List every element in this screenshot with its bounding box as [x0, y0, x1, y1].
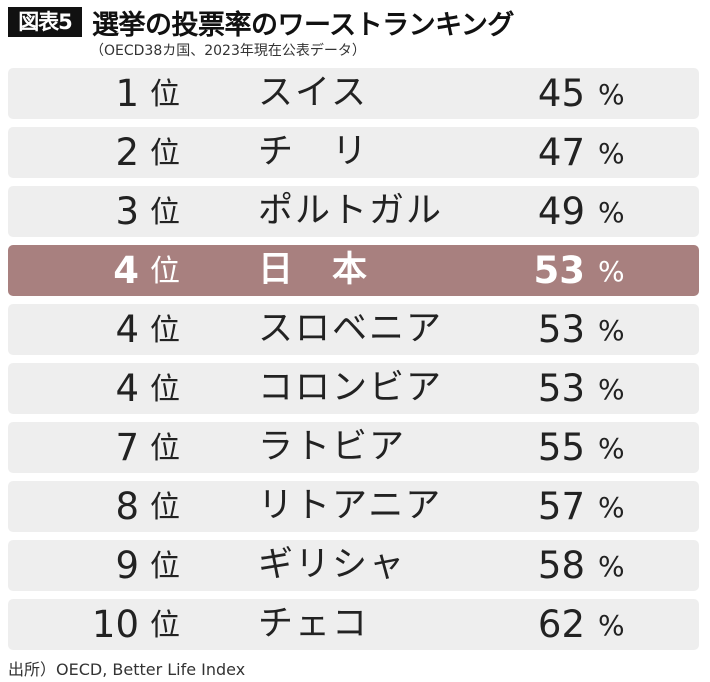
percent-unit: % — [598, 196, 625, 229]
country-name: ポルトガル — [258, 191, 444, 231]
table-row: 3 位 ポルトガル 49% — [8, 186, 699, 237]
table-row: 4 位 コロンビア 53% — [8, 363, 699, 414]
country-name: チェコ — [258, 604, 370, 644]
country-name: スロベニア — [258, 309, 444, 349]
rank-suffix: 位 — [150, 136, 180, 171]
chart-title: 選挙の投票率のワーストランキング — [92, 10, 514, 41]
rank-number: 2 — [115, 131, 139, 174]
rank-suffix: 位 — [150, 313, 180, 348]
turnout-value: 49 — [537, 190, 585, 233]
country-name: ラトビア — [258, 427, 407, 467]
percent-unit: % — [598, 550, 625, 583]
rank-suffix: 位 — [150, 431, 180, 466]
rank-suffix: 位 — [150, 195, 180, 230]
figure-badge: 図表5 — [8, 7, 82, 37]
turnout-value: 57 — [537, 485, 585, 528]
rank-suffix: 位 — [150, 77, 180, 112]
country-name: コロンビア — [258, 368, 444, 408]
rank-number: 9 — [115, 544, 139, 587]
turnout-value: 62 — [537, 603, 585, 646]
turnout-value: 58 — [537, 544, 585, 587]
country-name: チ リ — [258, 132, 370, 172]
rank-suffix: 位 — [150, 490, 180, 525]
rank-number: 10 — [91, 603, 139, 646]
rank-number: 8 — [115, 485, 139, 528]
turnout-value: 47 — [537, 131, 585, 174]
country-name: スイス — [258, 73, 368, 113]
rank-suffix: 位 — [150, 549, 180, 584]
turnout-value: 53 — [537, 367, 585, 410]
ranking-table: 1 位スイス 45% 2 位チ リ 47% 3 位ポルトガル 49% 4 位日 本 53% 4 位スロベニ… — [8, 68, 699, 658]
table-row: 1 位 スイス 45% — [8, 68, 699, 119]
turnout-value: 45 — [537, 72, 585, 115]
rank-number: 7 — [115, 426, 139, 469]
percent-unit: % — [598, 78, 625, 111]
percent-unit: % — [598, 255, 625, 288]
rank-number: 4 — [115, 367, 139, 410]
turnout-value: 55 — [537, 426, 585, 469]
turnout-value: 53 — [533, 249, 586, 292]
percent-unit: % — [598, 432, 625, 465]
rank-number: 1 — [115, 72, 139, 115]
table-row: 7 位 ラトビア 55% — [8, 422, 699, 473]
rank-number: 3 — [115, 190, 139, 233]
rank-number: 4 — [115, 308, 139, 351]
table-row: 10 位 チェコ 62% — [8, 599, 699, 650]
rank-suffix: 位 — [150, 372, 180, 407]
country-name: 日 本 — [258, 250, 370, 290]
chart-subtitle: （OECD38カ国、2023年現在公表データ） — [90, 43, 366, 59]
source-note: 出所）OECD, Better Life Index — [8, 660, 246, 679]
rank-suffix: 位 — [150, 254, 180, 289]
country-name: リトアニア — [258, 486, 443, 526]
percent-unit: % — [598, 491, 625, 524]
percent-unit: % — [598, 137, 625, 170]
country-name: ギリシャ — [258, 545, 407, 585]
table-row: 9 位 ギリシャ 58% — [8, 540, 699, 591]
rank-suffix: 位 — [150, 608, 180, 643]
percent-unit: % — [598, 314, 625, 347]
table-row: 4 位 スロベニア 53% — [8, 304, 699, 355]
percent-unit: % — [598, 373, 625, 406]
percent-unit: % — [598, 609, 625, 642]
rank-number: 4 — [113, 249, 139, 292]
table-row: 8 位 リトアニア 57% — [8, 481, 699, 532]
turnout-value: 53 — [537, 308, 585, 351]
